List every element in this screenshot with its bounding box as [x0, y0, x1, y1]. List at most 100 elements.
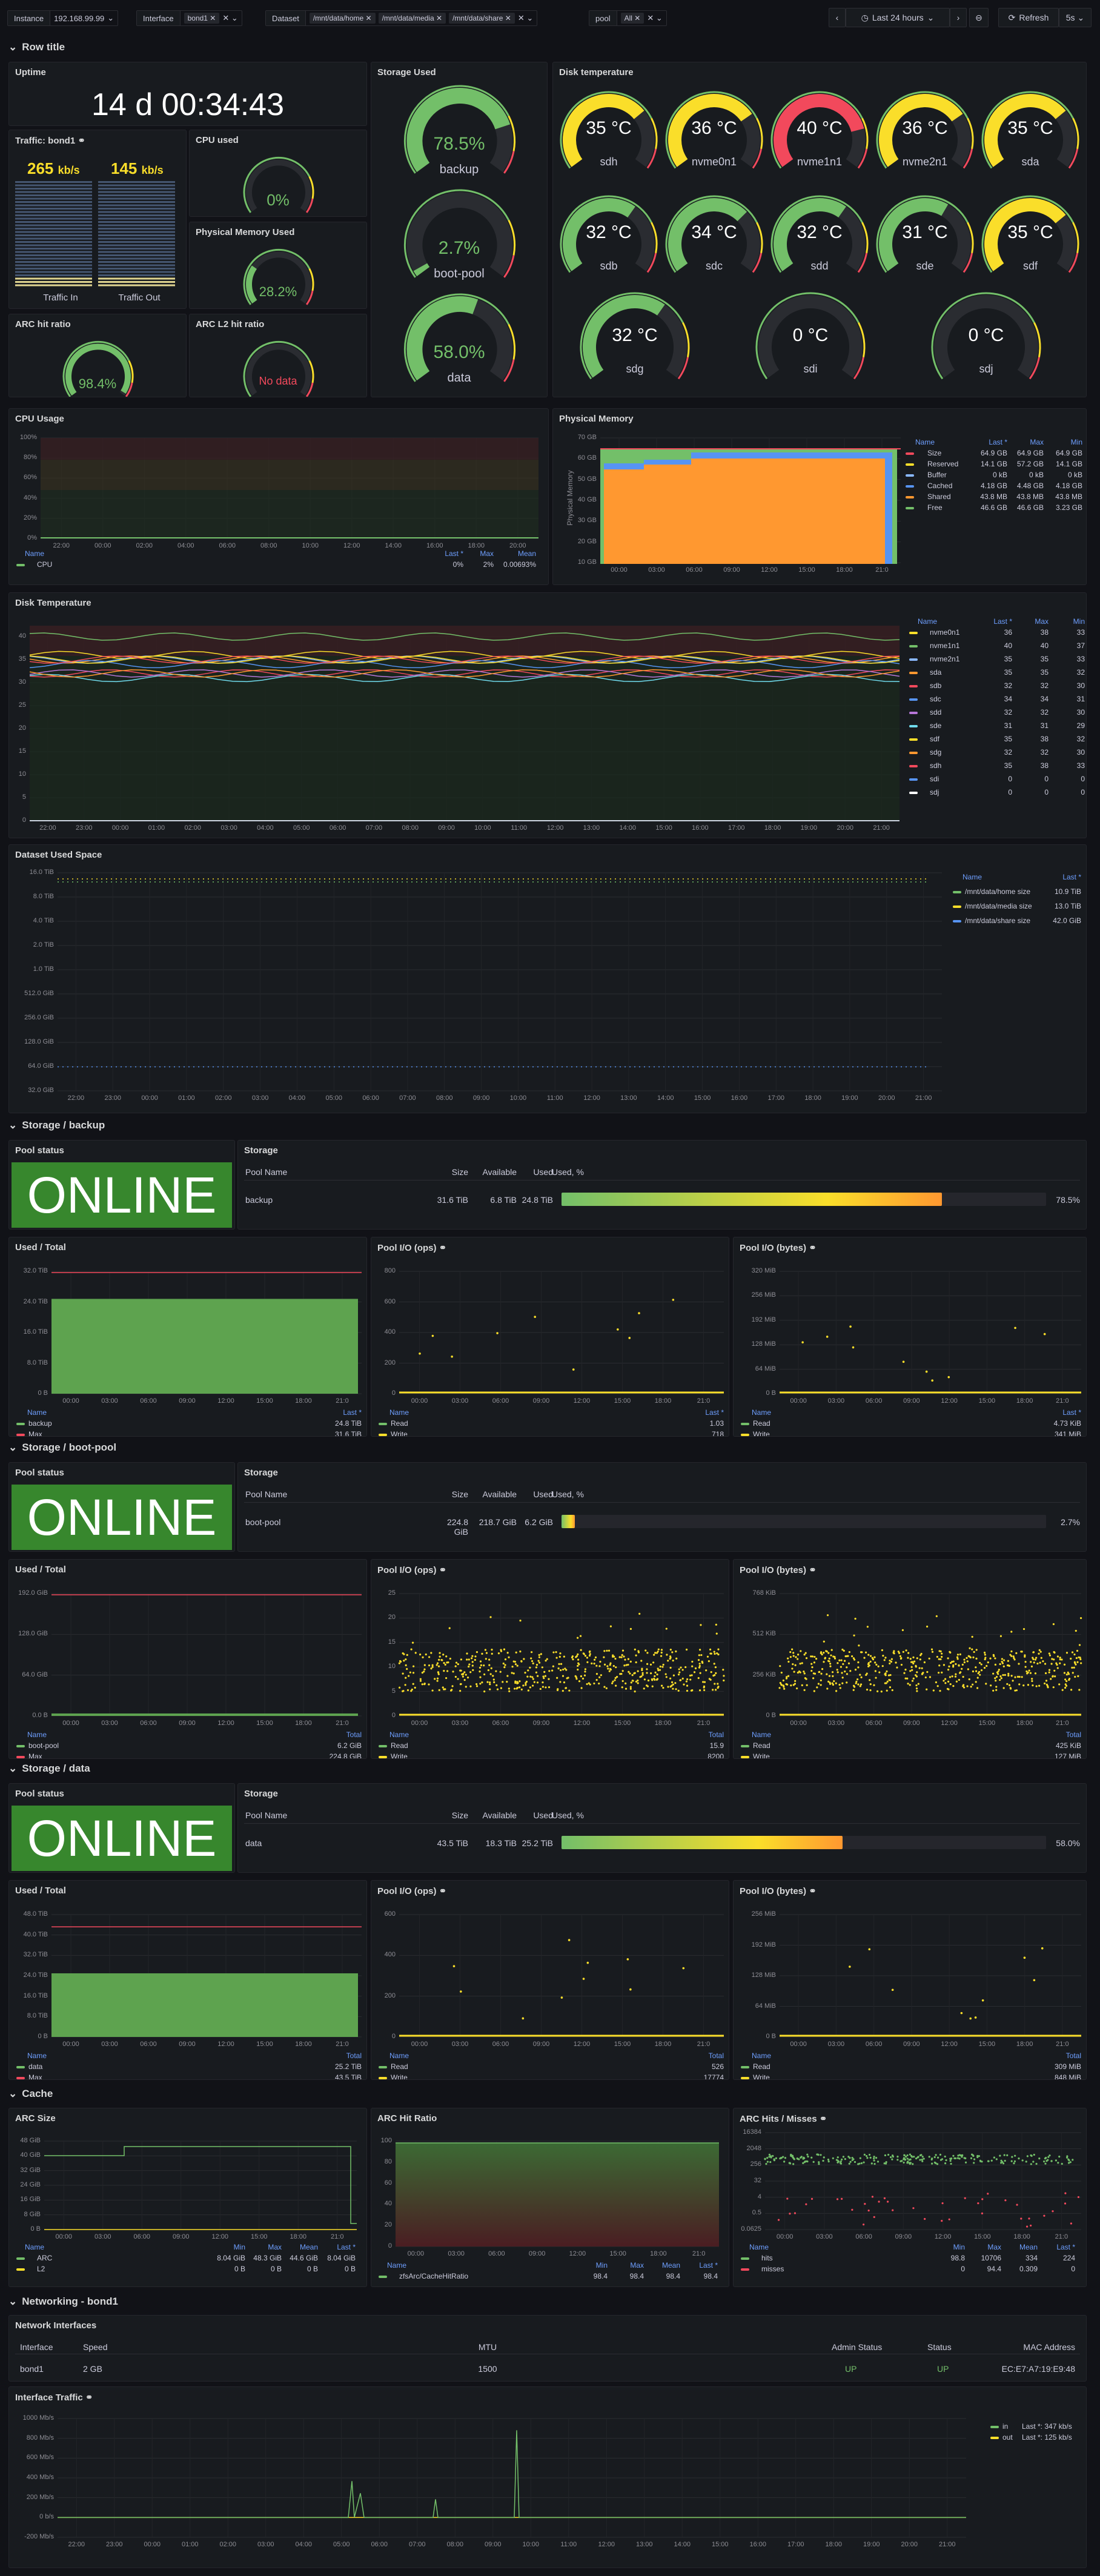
row-header-cache[interactable]: ⌄ Cache	[8, 2088, 53, 2099]
legend-header[interactable]: Name	[27, 1730, 47, 1739]
legend-header[interactable]: Last *	[343, 1408, 362, 1417]
column-header[interactable]: Available	[482, 1489, 517, 1499]
legend-header[interactable]: Last *	[989, 438, 1007, 446]
column-header[interactable]: Used, %	[552, 1167, 584, 1177]
legend-header[interactable]: Min	[953, 2243, 965, 2251]
column-header[interactable]: Available	[482, 1810, 517, 1820]
refresh-button[interactable]: ⟳ Refresh	[998, 8, 1059, 27]
link-icon[interactable]: ⚭	[85, 2392, 93, 2403]
refresh-interval-select[interactable]: 5s ⌄	[1059, 8, 1092, 27]
legend-item[interactable]	[741, 1419, 753, 1428]
legend-item[interactable]	[906, 482, 918, 490]
legend-header[interactable]: Name	[387, 2261, 407, 2270]
legend-header[interactable]: Last *	[445, 549, 463, 558]
dataset-chip[interactable]: /mnt/data/media ✕	[378, 13, 446, 24]
legend-header[interactable]: Min	[1070, 438, 1082, 446]
legend-item[interactable]	[379, 1741, 391, 1750]
legend-header[interactable]: Name	[389, 2051, 409, 2060]
legend-header[interactable]: Name	[389, 1408, 409, 1417]
legend-item[interactable]	[909, 628, 921, 637]
chevron-down-icon[interactable]: ⌄	[107, 13, 114, 22]
legend-item[interactable]	[953, 916, 965, 925]
column-header[interactable]: Available	[482, 1167, 517, 1177]
legend-item[interactable]	[909, 641, 921, 650]
legend-item[interactable]	[909, 775, 921, 783]
instance-value[interactable]: 192.168.99.99	[54, 13, 105, 23]
link-icon[interactable]: ⚭	[439, 1243, 447, 1253]
time-forward-button[interactable]: ›	[950, 8, 967, 27]
legend-header[interactable]: Name	[25, 549, 45, 558]
column-header[interactable]: Used, %	[552, 1810, 584, 1820]
legend-header[interactable]: Max	[480, 549, 494, 558]
legend-item[interactable]	[906, 471, 918, 479]
column-header[interactable]: Size	[451, 1489, 468, 1499]
link-icon[interactable]: ⚭	[809, 1243, 817, 1253]
legend-item[interactable]	[909, 721, 921, 730]
legend-header[interactable]: Mean	[1019, 2243, 1038, 2251]
legend-item[interactable]	[953, 887, 965, 896]
column-header[interactable]: Pool Name	[245, 1810, 288, 1820]
column-header[interactable]: Interface	[20, 2342, 53, 2352]
legend-header[interactable]: Total	[346, 1730, 362, 1739]
column-header[interactable]: MAC Address	[1023, 2342, 1075, 2352]
legend-item[interactable]	[909, 655, 921, 663]
legend-header[interactable]: Max	[1030, 438, 1044, 446]
legend-item[interactable]	[909, 748, 921, 757]
legend-item[interactable]	[909, 761, 921, 770]
legend-item[interactable]	[16, 2265, 28, 2273]
legend-header[interactable]: Max	[268, 2243, 282, 2251]
row-header-networking[interactable]: ⌄ Networking - bond1	[8, 2296, 118, 2307]
column-header[interactable]: Size	[451, 1167, 468, 1177]
legend-header[interactable]: Last *	[699, 2261, 718, 2270]
legend-item[interactable]	[379, 2272, 391, 2280]
legend-item[interactable]	[16, 2073, 28, 2079]
legend-header[interactable]: Min	[595, 2261, 608, 2270]
legend-header[interactable]: Total	[1065, 1730, 1081, 1739]
legend-header[interactable]: Min	[233, 2243, 245, 2251]
legend-item[interactable]	[906, 449, 918, 457]
column-header[interactable]: MTU	[478, 2342, 497, 2352]
row-header-storage[interactable]: ⌄ Storage / backup	[8, 1119, 105, 1131]
dataset-chip[interactable]: /mnt/data/share ✕	[449, 13, 515, 24]
row-header-storage[interactable]: ⌄ Storage / boot-pool	[8, 1442, 117, 1453]
legend-header[interactable]: Name	[25, 2243, 45, 2251]
legend-header[interactable]: Last *	[993, 617, 1012, 626]
time-picker[interactable]: ◷ Last 24 hours ⌄	[846, 8, 950, 27]
legend-header[interactable]: Name	[749, 2243, 769, 2251]
clear-icon[interactable]: ✕ ⌄	[222, 13, 238, 22]
legend-header[interactable]: Last *	[1056, 2243, 1075, 2251]
interface-variable[interactable]: Interface bond1 ✕ ✕ ⌄	[136, 10, 242, 26]
dataset-variable[interactable]: Dataset/mnt/data/home ✕/mnt/data/media ✕…	[265, 10, 538, 26]
legend-header[interactable]: Name	[27, 1408, 47, 1417]
legend-item[interactable]	[741, 2062, 753, 2071]
legend-header[interactable]: Mean	[299, 2243, 318, 2251]
row-header-storage[interactable]: ⌄ Storage / data	[8, 1763, 90, 1774]
legend-item[interactable]	[379, 1419, 391, 1428]
legend-item[interactable]	[906, 460, 918, 468]
legend-header[interactable]: Name	[918, 617, 938, 626]
column-header[interactable]: Pool Name	[245, 1489, 288, 1499]
legend-item[interactable]	[741, 2073, 753, 2079]
legend-item[interactable]	[909, 708, 921, 717]
legend-item[interactable]	[990, 2433, 1002, 2442]
legend-item[interactable]	[16, 1752, 28, 1758]
legend-header[interactable]: Mean	[661, 2261, 680, 2270]
legend-header[interactable]: Name	[27, 2051, 47, 2060]
column-header[interactable]: Used, %	[552, 1489, 584, 1499]
legend-item[interactable]	[379, 2073, 391, 2079]
legend-item[interactable]	[909, 788, 921, 796]
legend-header[interactable]: Last *	[705, 1408, 724, 1417]
legend-item[interactable]	[953, 902, 965, 910]
pool-chip[interactable]: All ✕	[620, 13, 644, 24]
legend-header[interactable]: Total	[346, 2051, 362, 2060]
pool-variable[interactable]: pool All ✕ ✕ ⌄	[589, 10, 667, 26]
legend-item[interactable]	[741, 2254, 753, 2262]
legend-item[interactable]	[990, 2422, 1002, 2431]
column-header[interactable]: Used	[533, 1810, 553, 1820]
row-header-main[interactable]: ⌄ Row title	[8, 41, 65, 53]
legend-header[interactable]: Last *	[1062, 873, 1081, 881]
legend-header[interactable]: Name	[752, 1730, 772, 1739]
legend-item[interactable]	[906, 492, 918, 501]
zoom-out-icon[interactable]: ⊖	[969, 8, 989, 27]
column-header[interactable]: Used	[533, 1167, 553, 1177]
